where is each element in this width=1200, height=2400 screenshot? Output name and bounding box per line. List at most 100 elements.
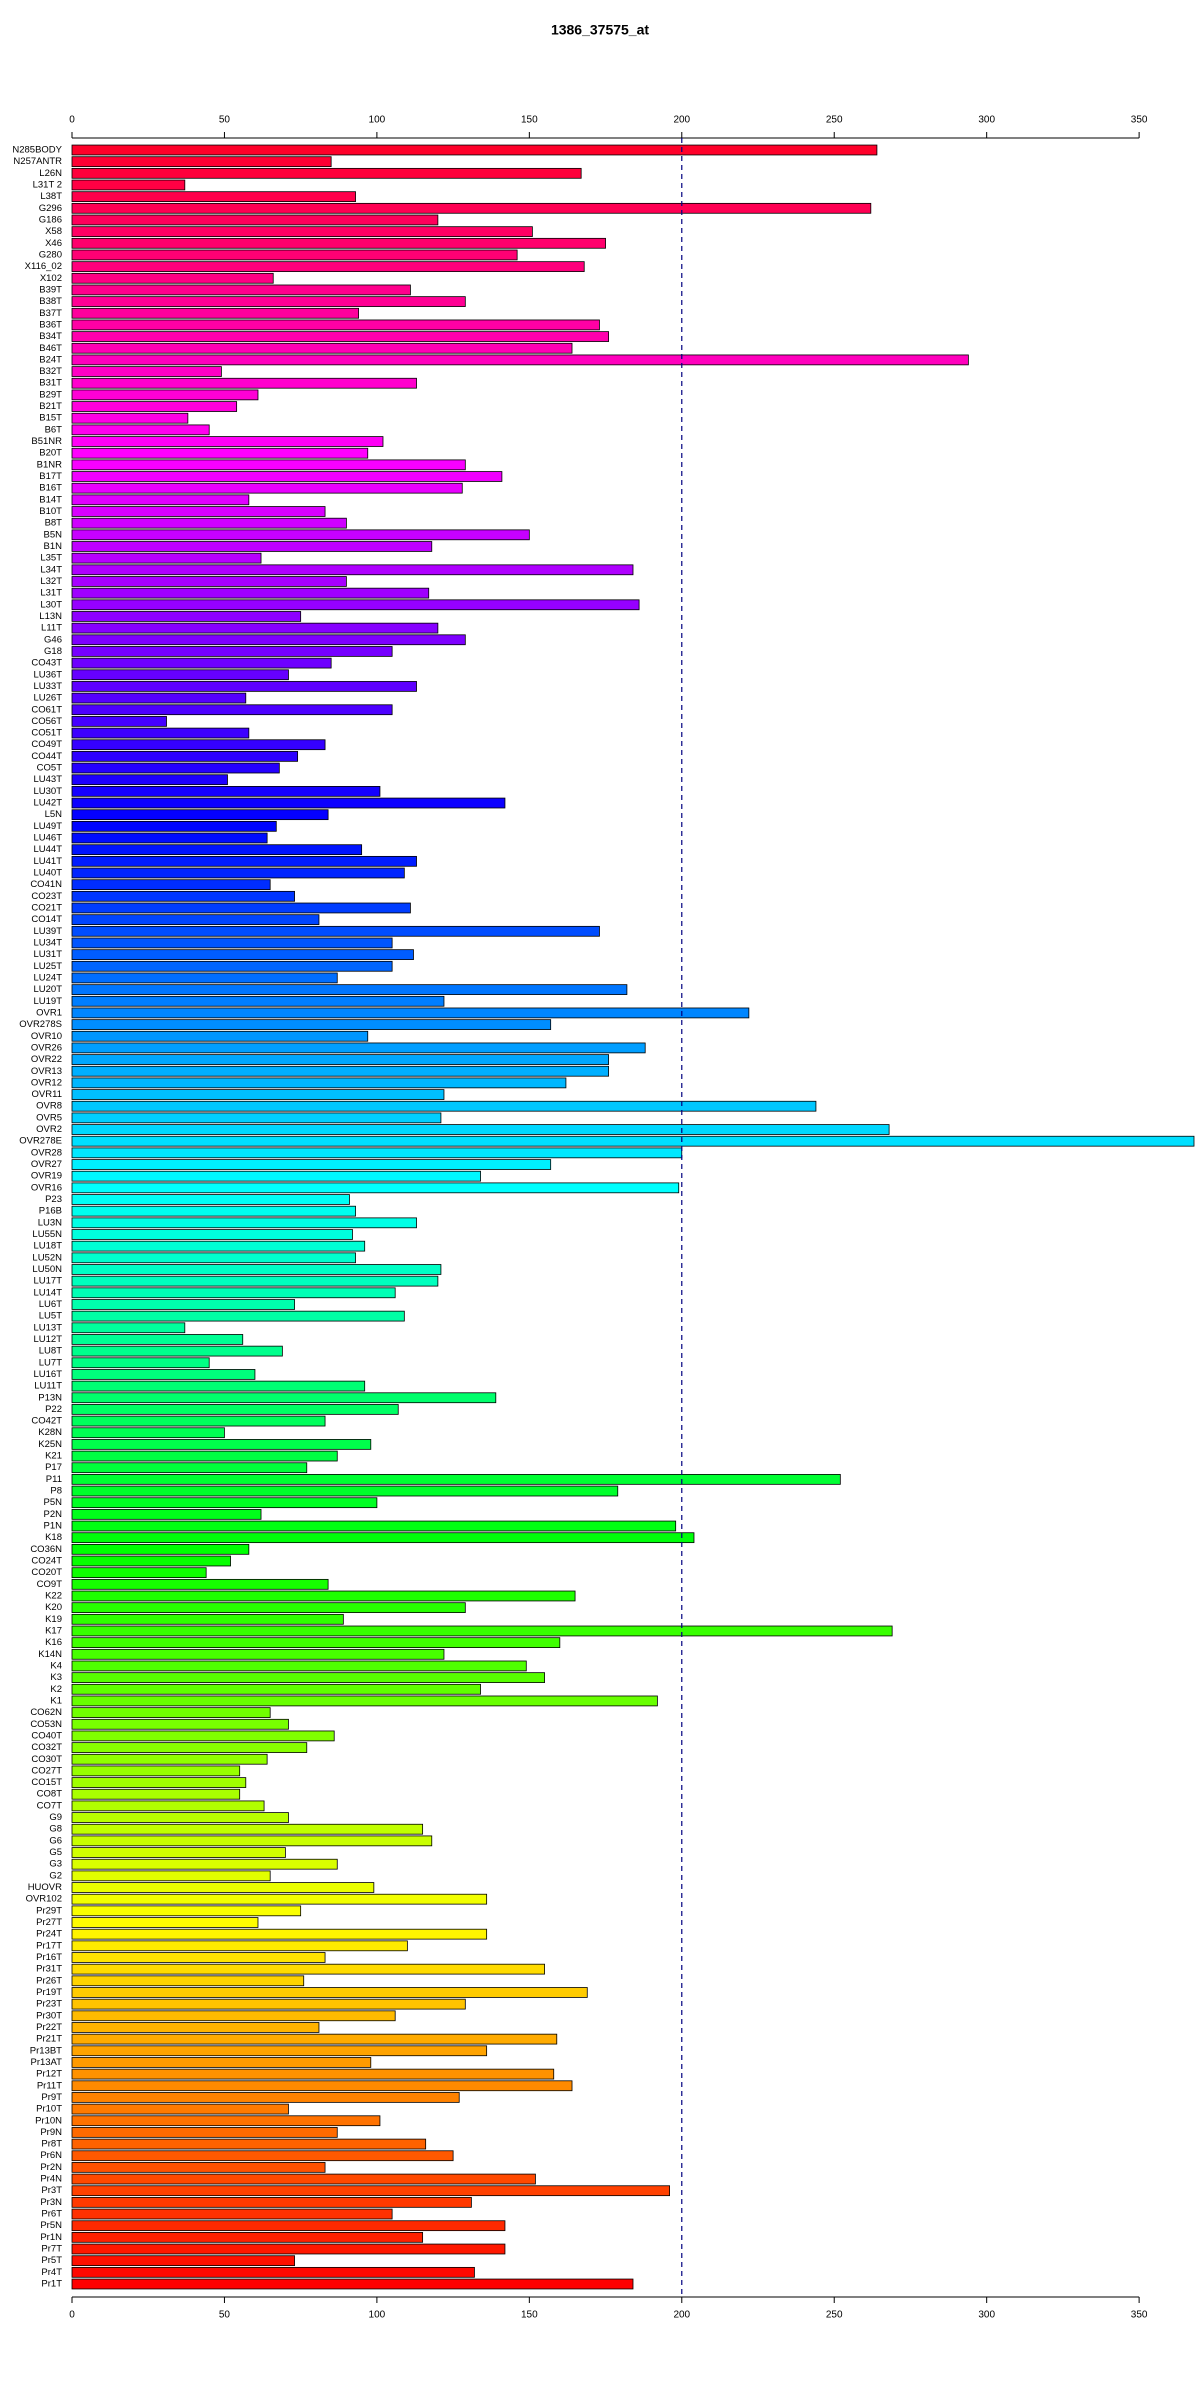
bar	[71, 377, 417, 389]
y-tick-label: B16T	[39, 483, 62, 494]
bar	[71, 1089, 445, 1100]
y-tick-label: G186	[39, 214, 62, 225]
y-tick-label: LU39T	[33, 926, 62, 937]
y-tick-label: Pr12T	[36, 2069, 62, 2080]
bar	[71, 1613, 344, 1625]
y-tick-label: LU11T	[34, 1381, 62, 1392]
x-tick-label: 200	[673, 115, 690, 126]
bar	[71, 1322, 186, 1334]
y-tick-label: K25N	[38, 1439, 62, 1450]
bar	[71, 1112, 442, 1124]
y-tick-label: G5	[49, 1847, 62, 1858]
x-tick-label: 0	[69, 2310, 75, 2321]
bar	[71, 494, 250, 506]
bar	[71, 1229, 353, 1240]
bar	[71, 307, 359, 319]
y-tick-label: OVR13	[31, 1066, 62, 1077]
bar	[71, 1660, 527, 1672]
bar	[71, 1369, 256, 1380]
y-tick-label: G18	[44, 646, 62, 657]
y-tick-label: LU40T	[33, 868, 62, 879]
bar	[71, 1753, 268, 1765]
y-tick-label: P8	[50, 1486, 62, 1497]
y-tick-label: B34T	[39, 331, 62, 342]
bar	[71, 366, 222, 377]
bar	[71, 1742, 308, 1753]
bar	[71, 1205, 356, 1217]
bar	[71, 564, 634, 576]
y-tick-label: P22	[45, 1404, 62, 1415]
y-tick-label: B1N	[44, 541, 63, 552]
y-tick-label: CO21T	[31, 902, 62, 913]
bar	[71, 2173, 536, 2185]
y-tick-label: B5N	[44, 529, 63, 540]
bar	[71, 1695, 658, 1707]
y-tick-label: LU13T	[33, 1322, 62, 1333]
bar	[71, 960, 393, 972]
y-tick-label: OVR102	[26, 1894, 62, 1905]
bar	[71, 237, 606, 249]
bar	[71, 2243, 506, 2255]
y-tick-label: B37T	[39, 308, 62, 319]
bar	[71, 2278, 634, 2290]
bar	[71, 1462, 308, 1474]
y-tick-label: OVR27	[31, 1159, 62, 1170]
bar	[71, 319, 600, 331]
bar	[71, 249, 518, 261]
bar	[71, 2208, 393, 2220]
bar	[71, 599, 640, 611]
y-tick-label: B39T	[39, 284, 62, 295]
bar	[71, 401, 238, 412]
bar	[71, 342, 573, 354]
bar	[71, 1707, 271, 1718]
y-tick-label: LU36T	[33, 669, 62, 680]
y-tick-label: OVR28	[31, 1147, 62, 1158]
bar	[71, 1823, 424, 1835]
y-tick-label: Pr6T	[41, 2209, 62, 2220]
y-tick-label: G8	[49, 1824, 62, 1835]
bar	[71, 1835, 433, 1847]
bar	[71, 646, 393, 657]
x-tick-label: 150	[521, 2310, 538, 2321]
bar	[71, 1520, 677, 1532]
y-tick-label: OVR22	[31, 1054, 62, 1065]
y-tick-label: Pr9T	[41, 2092, 62, 2103]
y-tick-label: K19	[45, 1614, 62, 1625]
y-tick-label: LU42T	[33, 798, 62, 809]
y-tick-label: LU20T	[33, 984, 62, 995]
y-tick-label: P1N	[44, 1521, 63, 1532]
bar	[71, 716, 167, 727]
y-tick-label: B15T	[39, 413, 62, 424]
bar	[71, 879, 271, 891]
y-tick-label: G46	[44, 634, 62, 645]
y-tick-label: Pr1N	[40, 2232, 62, 2243]
y-tick-label: B6T	[45, 424, 63, 435]
bar	[71, 1077, 567, 1089]
y-tick-label: LU5T	[39, 1311, 62, 1322]
bar	[71, 1858, 338, 1870]
y-tick-label: B38T	[39, 296, 62, 307]
bar	[71, 1334, 244, 1345]
bar	[71, 2162, 326, 2173]
y-tick-label: Pr3N	[40, 2197, 62, 2208]
bar	[71, 272, 274, 284]
bar	[71, 890, 295, 902]
bar	[71, 1788, 241, 1800]
bar	[71, 1065, 610, 1077]
bar	[71, 354, 969, 366]
y-tick-label: CO24T	[31, 1556, 62, 1567]
bar	[71, 2231, 424, 2243]
y-tick-label: Pr21T	[36, 2034, 62, 2045]
bar	[71, 2266, 475, 2278]
bar	[71, 2103, 289, 2115]
y-tick-label: K14N	[38, 1649, 62, 1660]
bar	[71, 1054, 610, 1065]
y-tick-label: K3	[50, 1672, 62, 1683]
y-tick-label: Pr10T	[36, 2104, 62, 2115]
x-tick-label: 300	[978, 115, 995, 126]
y-tick-label: Pr17T	[36, 1940, 62, 1951]
x-tick-label: 0	[69, 115, 75, 126]
bar	[71, 1847, 286, 1858]
y-tick-label: Pr13AT	[30, 2057, 62, 2068]
bar	[71, 1917, 259, 1928]
